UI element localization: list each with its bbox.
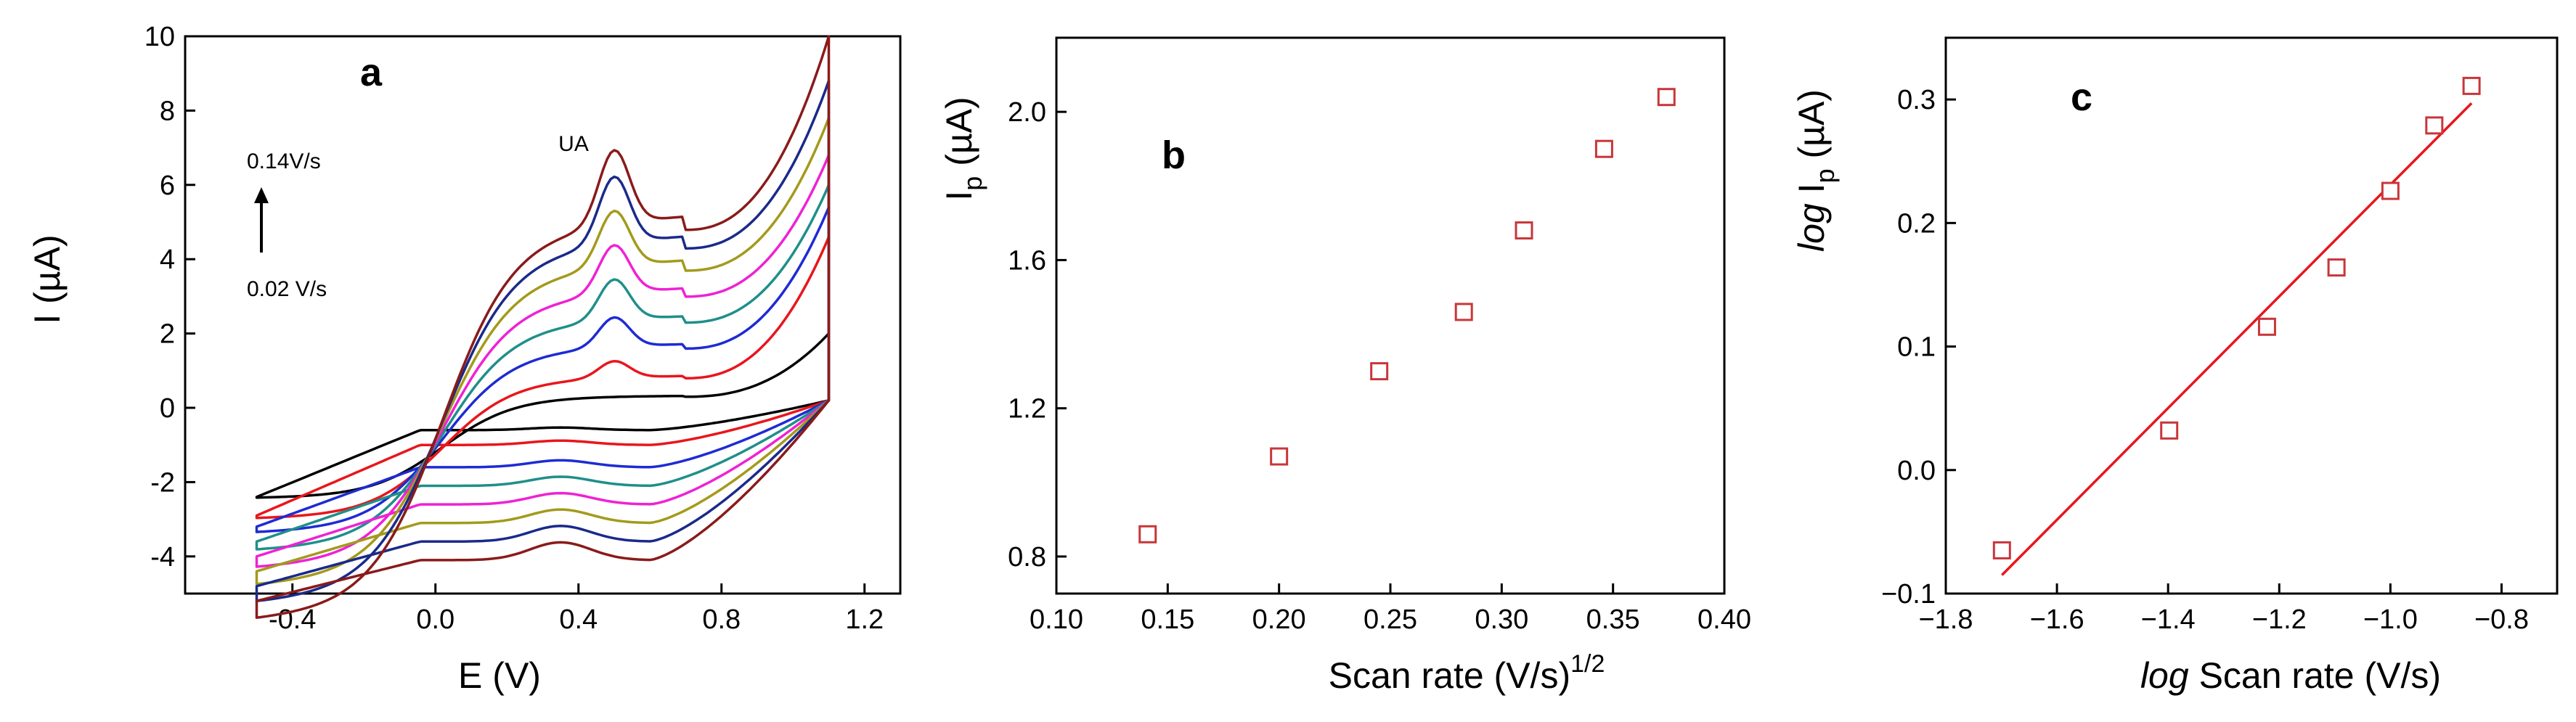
data-point-b-5 <box>1594 139 1613 158</box>
panel-a-x-tick-label: -0.4 <box>269 604 316 635</box>
fit-line <box>2001 102 2473 576</box>
data-point-c-0 <box>1992 541 2011 559</box>
panel-b-y-tick-label: 1.6 <box>1008 245 1046 276</box>
panel-a-y-tick-label: 10 <box>144 22 175 52</box>
panel-b-x-tick-label: 0.25 <box>1364 604 1417 635</box>
panel-c-y-tick-label: 0.3 <box>1897 85 1936 115</box>
panel-a-y-tick-label: 4 <box>160 245 175 275</box>
data-point-b-2 <box>1370 362 1389 381</box>
panel-c-x-tick-label: −1.0 <box>2363 604 2418 635</box>
panel-a-y-tick-label: 2 <box>160 319 175 350</box>
panel-b-y-tick-label: 1.2 <box>1008 394 1046 424</box>
data-point-b-0 <box>1138 525 1157 543</box>
panel-c-label: c <box>2071 75 2092 119</box>
panel-a-xlabel: E (V) <box>458 655 541 696</box>
data-point-c-6 <box>2462 76 2481 95</box>
panel-b-x-tick-label: 0.40 <box>1697 604 1751 635</box>
scan-rate-arrow <box>254 187 269 253</box>
panel-a-x-tick-label: 0.0 <box>416 604 455 635</box>
data-point-c-5 <box>2425 116 2444 135</box>
panel-b-x-tick-label: 0.20 <box>1252 604 1306 635</box>
panel-b-y-tick-label: 2.0 <box>1008 97 1046 128</box>
peak-label-ua: UA <box>558 132 589 156</box>
data-point-c-4 <box>2381 181 2400 200</box>
panel-b-xlabel-sup: 1/2 <box>1570 650 1605 678</box>
scan-rate-high-label: 0.14V/s <box>247 149 321 173</box>
panel-c-y-tick-label: 0.2 <box>1897 208 1936 239</box>
panel-b-plot-frame <box>1055 36 1726 595</box>
panel-a-y-tick-label: -2 <box>150 467 175 498</box>
panel-c-x-tick-label: −1.8 <box>1918 604 1973 635</box>
panel-a-ylabel: I (µA) <box>27 234 68 324</box>
panel-b-label: b <box>1162 134 1186 177</box>
panel-b: b Scan rate (V/s)1/2 Ip (µA) 0.10 0.15 0.2… <box>939 36 1751 696</box>
panel-a-x-tick-label: 1.2 <box>845 604 884 635</box>
panel-c-ylabel: log Ip (µA) <box>1791 89 1840 252</box>
panel-a-label: a <box>360 51 383 94</box>
panel-a-y-tick-label: 0 <box>160 393 175 424</box>
panel-c-y-tick-label: 0.1 <box>1897 332 1936 363</box>
data-point-b-4 <box>1515 221 1533 240</box>
panel-c-x-tick-label: −1.2 <box>2252 604 2307 635</box>
data-point-c-3 <box>2327 258 2346 277</box>
panel-b-x-tick-label: 0.15 <box>1141 604 1194 635</box>
panel-c-plot-frame <box>1944 36 2559 595</box>
data-point-c-1 <box>2160 421 2179 440</box>
panel-a: a UA 0.14V/s 0.02 V/s E (V) I (µA) -0.4 0… <box>27 22 902 696</box>
data-point-b-1 <box>1270 447 1289 466</box>
panel-b-y-tick-label: 0.8 <box>1008 542 1046 573</box>
panel-c-x-tick-label: −1.6 <box>2030 604 2084 635</box>
panel-a-y-tick-label: -4 <box>150 542 175 573</box>
cv-curve-6 <box>255 79 831 603</box>
panel-c-y-tick-label: −0.1 <box>1881 579 1936 610</box>
data-point-b-6 <box>1657 88 1676 107</box>
panel-a-plot-frame <box>184 35 902 595</box>
panel-c: c log Scan rate (V/s) log Ip (µA) −1.8 −1… <box>1791 36 2559 696</box>
scan-rate-low-label: 0.02 V/s <box>247 277 327 301</box>
cv-curve-5 <box>255 116 831 586</box>
panel-a-x-tick-label: 0.4 <box>559 604 598 635</box>
panel-b-x-tick-label: 0.35 <box>1586 604 1640 635</box>
panel-c-x-tick-label: −1.4 <box>2141 604 2196 635</box>
panel-a-y-tick-label: 6 <box>160 171 175 201</box>
cv-curve-2 <box>255 205 831 533</box>
panel-c-x-tick-label: −0.8 <box>2474 604 2529 635</box>
panel-b-x-tick-label: 0.30 <box>1475 604 1528 635</box>
cv-curve-1 <box>255 235 831 520</box>
panel-b-ylabel: Ip (µA) <box>939 97 987 200</box>
data-point-c-2 <box>2257 317 2276 336</box>
panel-c-y-tick-label: 0.0 <box>1897 456 1936 486</box>
panel-a-y-tick-label: 8 <box>160 96 175 126</box>
panel-b-xlabel: Scan rate (V/s)1/2 <box>1329 650 1605 696</box>
panel-b-ylabel-sub: p <box>958 176 987 191</box>
panel-b-x-tick-label: 0.10 <box>1030 604 1083 635</box>
data-point-b-3 <box>1454 303 1473 321</box>
panel-a-x-tick-label: 0.8 <box>702 604 741 635</box>
panel-c-ylabel-sub: p <box>1810 168 1840 183</box>
cv-curve-7 <box>255 35 831 619</box>
panel-c-xlabel: log Scan rate (V/s) <box>2140 655 2441 696</box>
